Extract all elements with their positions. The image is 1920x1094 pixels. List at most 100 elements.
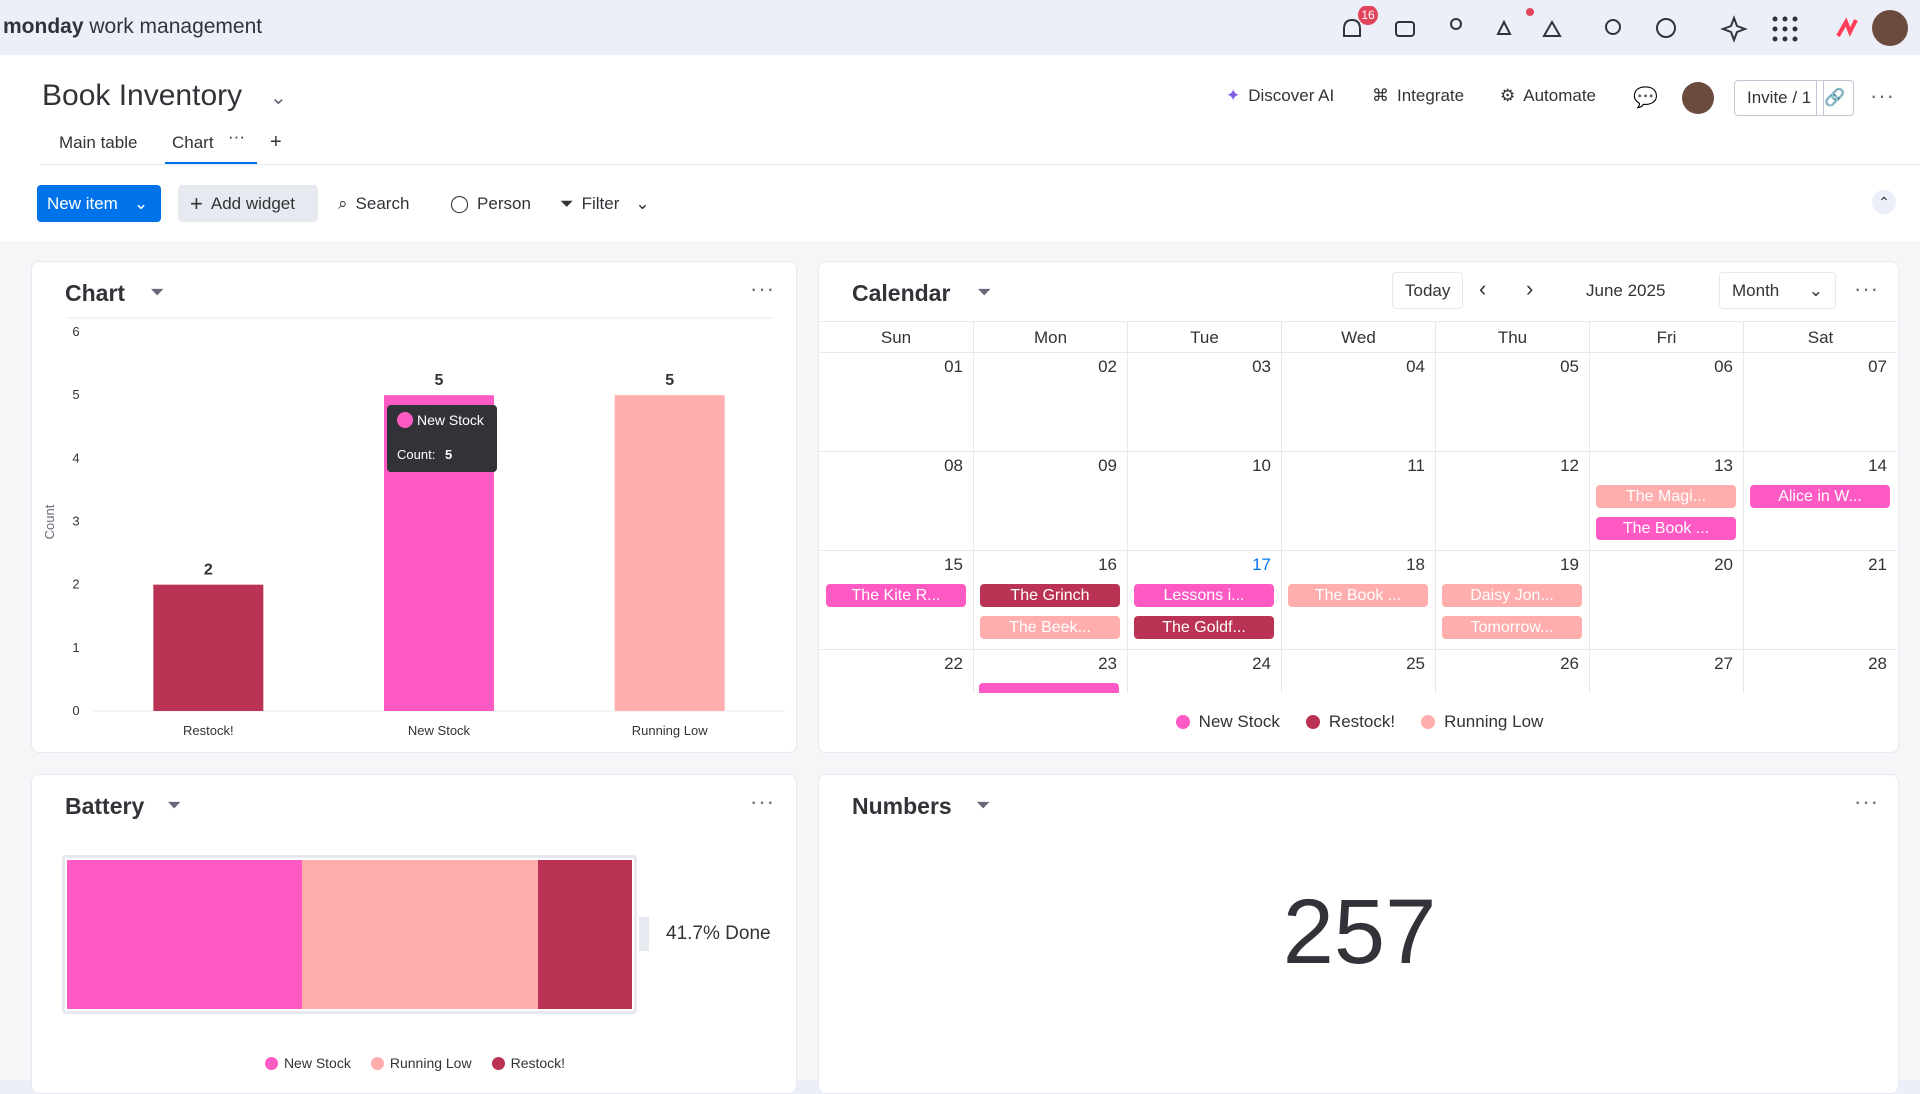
battery-widget: Battery ⏷ ··· 41.7% Done New Stock Runnin… [31,774,797,1094]
add-tab[interactable]: + [270,131,282,153]
event[interactable]: The Goldf... [1134,616,1274,639]
avatar[interactable] [1872,10,1908,46]
search-button[interactable]: ⌕ Search [338,194,410,213]
collapse-button[interactable]: ⌃ [1872,190,1896,214]
marketplace-icon[interactable] [1542,19,1562,37]
day-cell [973,452,1127,551]
invite-button[interactable]: Invite / 1 [1734,80,1825,116]
updates-icon[interactable]: 💬 [1633,87,1658,109]
person-button[interactable]: ◯ Person [450,194,531,213]
number-value: 257 [1282,881,1437,983]
widget-filter[interactable]: ⏷ [976,795,991,815]
automate[interactable]: ⚙ Automate [1500,86,1597,105]
event[interactable]: The Book ... [1288,584,1428,607]
day-cell [819,452,973,551]
apps-icon[interactable] [1496,19,1512,35]
event[interactable]: Lessons i... [1134,584,1274,607]
new-item-button[interactable]: New item ⌄ [37,185,161,222]
day-number: 05 [1560,357,1579,376]
notification-badge [1358,6,1378,25]
value-label: 5 [435,372,444,389]
day-cell [1127,353,1281,452]
day-cell [1281,353,1435,452]
day-number: 25 [1406,654,1425,673]
event[interactable]: The Grinch [980,584,1120,607]
month-label: June 2025 [1586,281,1666,300]
widget-filter[interactable]: ⏷ [977,282,992,302]
event[interactable]: The Book ... [1596,517,1736,540]
battery-segment [537,860,633,1009]
product-name: work management [89,15,263,38]
brand: monday work management [3,15,262,39]
widget-menu[interactable]: ··· [750,789,775,814]
brand-name: monday [3,15,84,38]
widget-menu[interactable]: ··· [1854,276,1879,301]
view-select[interactable]: Month ⌄ [1719,272,1836,309]
day-number: 07 [1868,357,1887,376]
y-tick-label: 5 [72,387,79,402]
value-label: 2 [204,562,213,579]
day-number: 15 [944,555,963,574]
bar[interactable] [153,584,264,711]
tooltip-swatch [397,412,413,428]
day-number: 19 [1560,555,1579,574]
calendar-grid: Sun Mon Tue Wed Thu Fri Sat 01 02 03 04 05 06 07 08 09 1… [819,321,1897,693]
filter-button[interactable]: ⏷ Filter ⌄ [560,194,650,213]
widget-filter[interactable]: ⏷ [167,795,182,815]
grid-icon[interactable] [1772,16,1798,42]
discover-ai[interactable]: ✦ Discover AI [1226,86,1335,105]
search-icon[interactable] [1605,19,1621,35]
tab[interactable]: Main table [59,133,138,152]
day-number: 28 [1868,654,1887,673]
tooltip-box [387,405,497,472]
day-cell [973,551,1127,650]
tab-menu[interactable]: ··· [228,127,245,146]
event[interactable]: The Beek... [980,616,1120,639]
event-partial[interactable] [979,683,1119,693]
widget-title: Calendar [852,280,951,306]
action-label: Integrate [1397,86,1465,105]
owner-avatar[interactable] [1682,82,1714,114]
event[interactable]: The Kite R... [826,584,966,607]
day-cell [973,650,1127,693]
event[interactable]: Daisy Jon... [1442,584,1582,607]
event[interactable]: The Magi... [1596,485,1736,508]
widget-menu[interactable]: ··· [1854,789,1879,814]
button-label: Add widget [210,193,295,213]
day-number: 03 [1252,357,1271,376]
legend-item: New Stock [264,1055,351,1071]
board-title[interactable]: Book Inventory [42,79,243,112]
event[interactable]: Tomorrow... [1442,616,1582,639]
x-tick-label: Restock! [183,723,234,738]
day-cell [1589,353,1743,452]
weekday-label: Tue [1127,322,1281,353]
day-number: 10 [1252,456,1271,475]
day-number: 12 [1560,456,1579,475]
help-icon[interactable] [1656,18,1676,38]
widget-menu[interactable]: ··· [750,276,775,301]
board-menu[interactable]: ··· [1870,83,1895,108]
widget-filter[interactable]: ⏷ [150,282,165,302]
event[interactable]: Alice in W... [1750,485,1890,508]
bell-icon[interactable] [1343,18,1361,37]
today-button[interactable]: Today [1392,272,1464,309]
widget-title: Numbers [852,793,952,819]
calendar-widget: Calendar ⏷ Today ‹ › June 2025 Month ⌄ ··… [818,261,1899,753]
integrate[interactable]: ⌘ Integrate [1372,86,1465,105]
next-month[interactable]: › [1526,276,1534,301]
add-widget-button[interactable]: + Add widget [178,185,318,222]
title-chevron[interactable]: ⌄ [270,87,287,109]
tooltip-name: New Stock [417,412,485,428]
invite-icon[interactable] [1450,18,1462,30]
ai-icon[interactable] [1720,15,1748,43]
prev-month[interactable]: ‹ [1479,276,1487,301]
day-cell [1589,650,1743,693]
day-number: 27 [1714,654,1733,673]
copy-link[interactable]: 🔗 [1816,80,1854,116]
tab-active[interactable]: Chart [172,133,214,152]
day-cell [1435,551,1589,650]
bar[interactable] [614,395,725,711]
inbox-icon[interactable] [1395,21,1415,37]
day-cell [1435,452,1589,551]
